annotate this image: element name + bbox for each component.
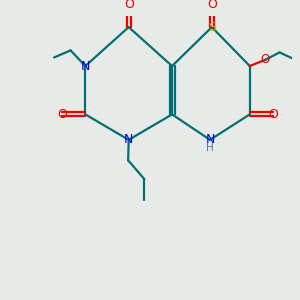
Text: N: N [81, 59, 90, 73]
Text: O: O [207, 0, 217, 11]
Text: H: H [206, 143, 214, 153]
Text: O: O [124, 0, 134, 11]
Text: N: N [124, 133, 134, 146]
Text: O: O [268, 108, 278, 121]
Text: N: N [205, 133, 215, 146]
Text: O: O [57, 108, 67, 121]
Text: O: O [261, 53, 270, 66]
Text: S: S [208, 21, 216, 34]
